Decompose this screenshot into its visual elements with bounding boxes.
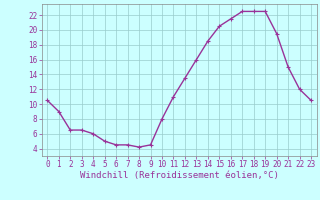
X-axis label: Windchill (Refroidissement éolien,°C): Windchill (Refroidissement éolien,°C) xyxy=(80,171,279,180)
